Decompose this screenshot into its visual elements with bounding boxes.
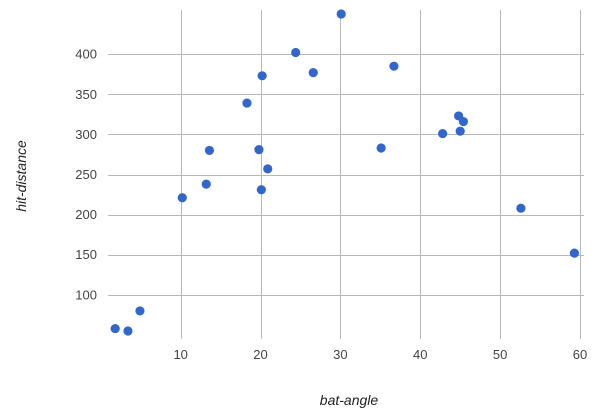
x-tick-label: 60 [573,347,587,362]
y-tick-label: 100 [75,287,97,302]
x-tick-label: 20 [253,347,267,362]
x-tick-label: 10 [173,347,187,362]
data-point [336,9,346,19]
data-point [458,116,469,127]
data-point [376,143,386,153]
data-point [254,145,264,155]
y-tick-label: 150 [75,247,97,262]
x-axis-title: bat-angle [320,392,379,408]
data-point [256,185,266,195]
data-point [389,61,399,71]
x-tick-label: 30 [333,347,347,362]
x-tick-label: 40 [413,347,427,362]
data-point [455,126,465,136]
data-point [123,326,133,336]
x-tick-label: 50 [493,347,507,362]
data-point [516,203,526,213]
y-tick-label: 250 [75,167,97,182]
y-tick-label: 300 [75,127,97,142]
data-point [135,306,145,316]
y-tick-label: 200 [75,207,97,222]
y-axis-title: hit-distance [13,140,29,212]
data-point [438,128,448,139]
data-point [177,193,187,203]
data-point [201,179,211,189]
data-point [204,145,215,156]
data-point [291,47,301,58]
data-point [110,323,120,334]
y-tick-label: 400 [75,47,97,62]
tick-labels: 10 20 30 40 50 60 100 150 200 250 300 350 400 [75,47,587,362]
data-points [110,9,580,336]
data-point [263,164,273,174]
data-point [569,248,580,258]
grid [108,10,584,339]
y-tick-label: 350 [75,87,97,102]
data-point [257,71,267,81]
data-point [242,98,252,108]
data-point [308,67,318,78]
